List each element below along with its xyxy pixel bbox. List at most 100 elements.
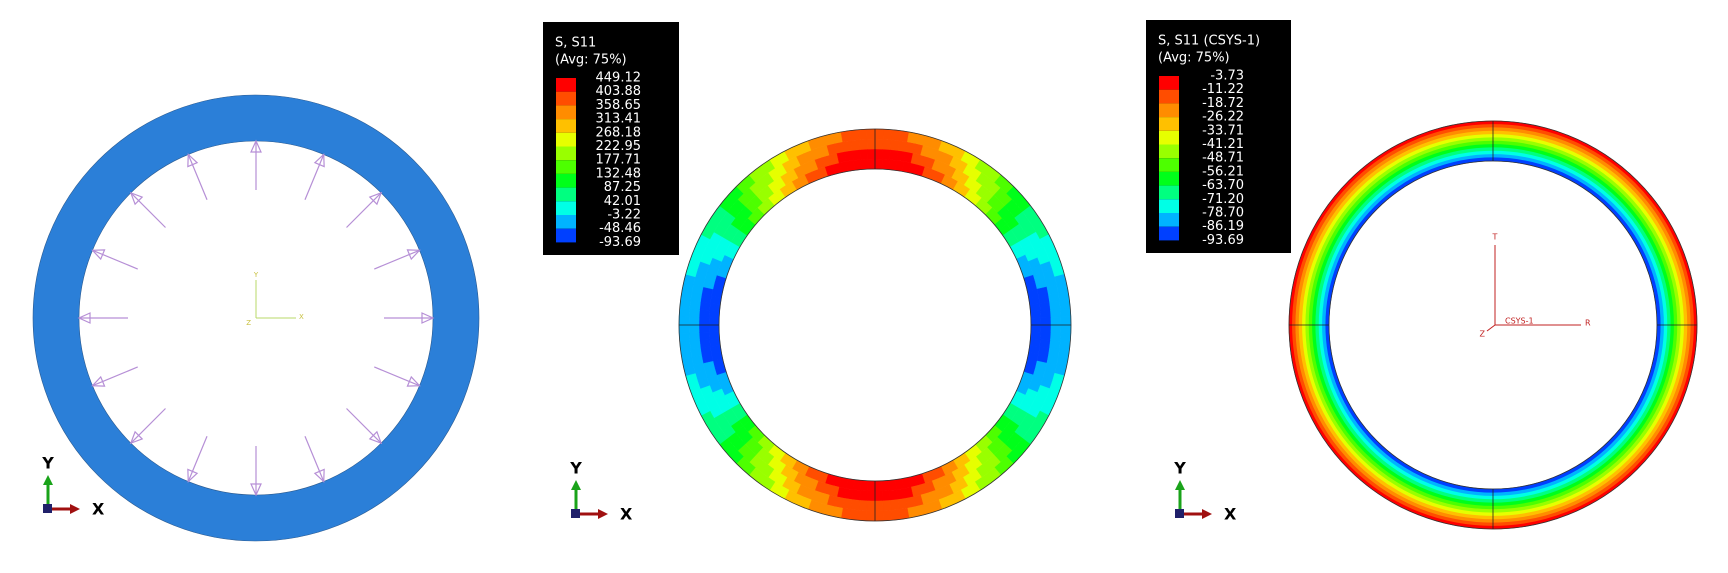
legend-value: -11.22 <box>1202 82 1244 97</box>
legend-value: -41.21 <box>1202 137 1244 152</box>
ring-edge <box>718 168 1032 482</box>
legend-swatch <box>556 160 576 174</box>
contour-cell <box>679 340 691 351</box>
triad-origin <box>43 504 52 513</box>
pressure-arrow-head <box>250 483 262 497</box>
contour-cell <box>709 338 721 347</box>
contour-cell <box>1060 324 1072 334</box>
contour-cell <box>688 308 700 318</box>
pressure-arrow <box>304 154 325 200</box>
legend-value: 358.65 <box>596 98 642 113</box>
contour-cell <box>1059 299 1071 310</box>
legend-value: -63.70 <box>1202 178 1244 193</box>
legend-swatch <box>1159 130 1179 145</box>
contour-cell <box>689 339 701 350</box>
contour-cell <box>708 310 720 319</box>
contour-cell <box>882 510 893 522</box>
contour-cell <box>890 509 901 521</box>
contour-cell <box>881 480 890 492</box>
legend-swatch <box>1159 117 1179 131</box>
legend-swatch <box>556 146 576 161</box>
legend-value: 42.01 <box>604 194 641 209</box>
contour-cell <box>867 480 876 492</box>
pressure-arrow <box>130 408 166 444</box>
legend-swatch <box>556 105 576 120</box>
contour-cell <box>1029 303 1041 312</box>
contour-cell <box>1040 332 1052 341</box>
pressure-arrow <box>374 249 420 270</box>
contour-cell <box>1060 307 1072 318</box>
pressure-arrow <box>346 192 382 228</box>
contour-cell <box>698 324 710 333</box>
contour-cell <box>866 510 876 522</box>
contour-cell <box>850 139 861 151</box>
triad-origin <box>571 509 580 518</box>
contour-cell <box>678 307 690 318</box>
triad-y-label: Y <box>569 459 582 478</box>
legend-value: -71.20 <box>1202 192 1244 207</box>
csys-z-axis <box>1486 324 1496 332</box>
legend-value: 87.25 <box>604 180 641 195</box>
legend-value: 449.12 <box>596 71 642 86</box>
contour-cell <box>866 128 876 140</box>
triad-y-label: Y <box>41 454 54 473</box>
contour-cell <box>853 159 862 171</box>
csys-z-label: Z <box>246 319 251 327</box>
pressure-arrow <box>374 366 420 387</box>
contour-cell <box>860 480 869 492</box>
contour-cell <box>889 499 900 511</box>
contour-cell <box>1050 308 1062 318</box>
triad-x-label: X <box>92 500 105 519</box>
pressure-arrow-head <box>406 375 421 387</box>
legend-swatch <box>556 187 576 202</box>
legend-value: -86.19 <box>1202 219 1244 234</box>
contour-cell <box>874 480 883 492</box>
contour-cell <box>699 339 711 349</box>
legend-swatch <box>556 78 576 92</box>
contour-cell <box>882 128 893 140</box>
contour-cell <box>858 138 868 150</box>
contour-cell <box>874 138 884 150</box>
pressure-arrow-head <box>77 312 91 324</box>
triad-y-label: Y <box>1173 459 1186 478</box>
contour-cell <box>874 490 883 502</box>
legend-value: -93.69 <box>599 235 641 250</box>
legend-swatch <box>556 215 576 229</box>
pressure-arrow <box>304 436 325 482</box>
contour-cell <box>889 489 899 501</box>
pressure-arrow-head <box>406 249 421 261</box>
contour-cell <box>1050 324 1062 334</box>
triad-y-head <box>1175 480 1185 490</box>
legend-swatch <box>1159 89 1179 104</box>
contour-cell <box>866 500 876 512</box>
contour-cell <box>1030 310 1042 319</box>
contour-cell <box>1040 324 1052 334</box>
legend-value: -78.70 <box>1202 206 1244 221</box>
triad-y-head <box>43 475 53 485</box>
contour-cell <box>840 130 852 143</box>
pressure-arrow-head <box>187 468 199 483</box>
legend-swatch <box>1159 76 1179 90</box>
pressure-arrow <box>346 408 382 444</box>
pressure-arrow <box>92 249 138 270</box>
contour-cell <box>859 148 869 160</box>
pressure-arrow-head <box>129 430 144 445</box>
pressure-arrow-head <box>129 191 144 206</box>
legend-value: -26.22 <box>1202 110 1244 125</box>
contour-cell <box>708 331 720 340</box>
ring-edge <box>32 94 480 542</box>
legend-swatch <box>1159 226 1179 241</box>
csys-t-label: T <box>1492 233 1498 242</box>
legend-value: 403.88 <box>596 84 642 99</box>
contour-cell <box>857 128 868 140</box>
contour-cell <box>708 324 720 333</box>
legend-value: -3.22 <box>607 208 641 223</box>
legend-value: -48.71 <box>1202 151 1244 166</box>
contour-cell <box>882 138 892 150</box>
legend-value: -18.72 <box>1202 96 1244 111</box>
contour-cell <box>882 500 892 512</box>
contour-cell <box>866 138 876 150</box>
legend-swatch <box>556 132 576 147</box>
contour-cell <box>688 324 700 334</box>
